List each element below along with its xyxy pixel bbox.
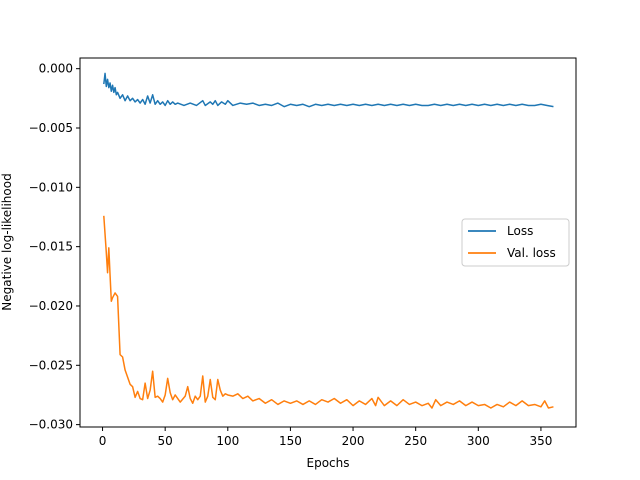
y-tick-label: −0.030 — [29, 418, 73, 432]
x-tick-label: 250 — [404, 434, 427, 448]
y-tick-label: −0.005 — [29, 121, 73, 135]
y-tick-label: 0.000 — [39, 62, 73, 76]
x-tick-label: 150 — [279, 434, 302, 448]
legend-label-loss: Loss — [507, 224, 533, 238]
x-tick-label: 100 — [216, 434, 239, 448]
plot-frame — [79, 57, 577, 428]
x-tick-label: 200 — [342, 434, 365, 448]
x-tick-label: 50 — [158, 434, 173, 448]
y-tick-label: −0.020 — [29, 299, 73, 313]
x-tick-label: 300 — [467, 434, 490, 448]
y-tick-label: −0.010 — [29, 180, 73, 194]
y-axis-ticks: 0.000 −0.005 −0.010 −0.015 −0.020 −0.025 −0.03… — [29, 62, 80, 432]
x-tick-label: 350 — [529, 434, 552, 448]
legend: Loss Val. loss — [461, 218, 570, 267]
y-tick-label: −0.025 — [29, 358, 73, 372]
legend-label-val-loss: Val. loss — [507, 246, 556, 260]
y-axis-label: Negative log-likelihood — [0, 173, 14, 310]
series-line-loss — [103, 72, 554, 108]
x-tick-label: 0 — [99, 434, 107, 448]
y-tick-label: −0.015 — [29, 240, 73, 254]
series-layer — [103, 72, 554, 409]
x-axis-ticks: 0 50 100 150 200 250 300 350 — [99, 427, 552, 448]
x-axis-label: Epochs — [307, 456, 350, 470]
series-line-val-loss — [103, 215, 554, 409]
